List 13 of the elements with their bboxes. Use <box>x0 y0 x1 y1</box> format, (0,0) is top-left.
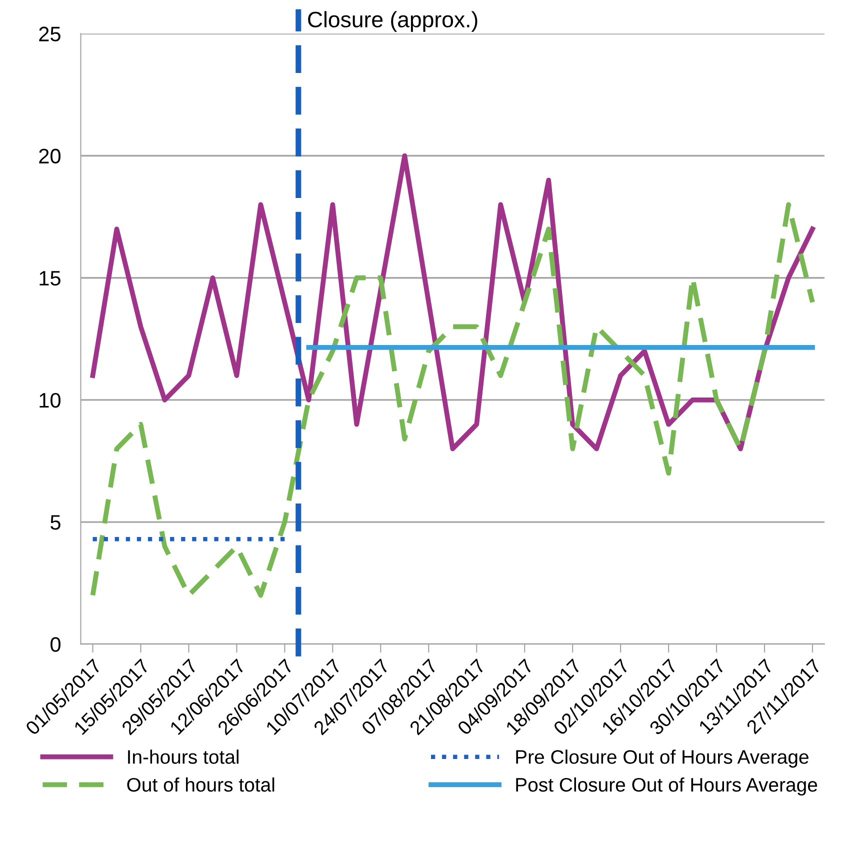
y-tick-label: 20 <box>39 148 60 164</box>
legend-label: Pre Closure Out of Hours Average <box>516 750 808 768</box>
legend-label: In-hours total <box>128 750 238 764</box>
ref-line-label: Closure (approx.) <box>308 11 478 32</box>
y-tick-label: 0 <box>50 637 60 652</box>
y-tick-label: 15 <box>40 271 60 286</box>
y-tick-label: 5 <box>50 515 60 530</box>
line-series <box>90 202 815 598</box>
legend-label: Post Closure Out of Hours Average <box>516 777 818 796</box>
y-tick-label: 10 <box>40 392 60 408</box>
line-series <box>90 153 815 452</box>
legend-label: Out of hours total <box>127 777 274 792</box>
y-tick-label: 25 <box>39 26 60 42</box>
